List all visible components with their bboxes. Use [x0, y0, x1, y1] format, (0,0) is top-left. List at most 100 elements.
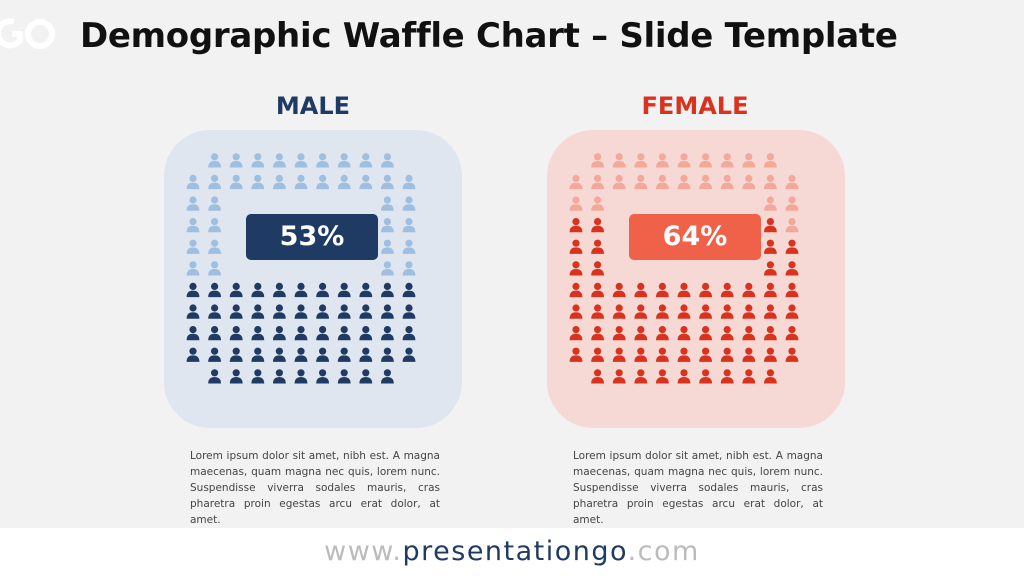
person-icon — [229, 326, 243, 341]
person-icon — [381, 347, 394, 362]
person-icon — [699, 304, 712, 319]
person-icon — [273, 174, 286, 190]
person-icon — [337, 326, 351, 341]
page-title: Demographic Waffle Chart – Slide Templat… — [80, 16, 898, 56]
person-icon — [251, 326, 265, 341]
person-icon — [208, 282, 221, 298]
person-icon — [764, 196, 777, 211]
person-icon — [381, 326, 394, 341]
male-panel-title: MALE — [275, 92, 351, 120]
person-icon — [402, 261, 416, 276]
person-icon — [612, 304, 626, 319]
person-icon — [591, 153, 604, 168]
person-icon — [402, 304, 416, 319]
person-icon — [612, 326, 626, 341]
person-icon — [634, 153, 648, 168]
person-icon — [656, 174, 669, 190]
person-icon — [402, 239, 416, 254]
person-icon — [699, 282, 712, 298]
person-icon — [273, 347, 286, 362]
person-icon — [612, 369, 626, 384]
person-icon — [294, 153, 308, 168]
person-icon — [402, 347, 416, 362]
person-icon — [186, 326, 200, 341]
person-icon — [186, 304, 200, 319]
person-icon — [381, 174, 394, 190]
person-icon — [381, 218, 394, 233]
person-icon — [273, 153, 286, 168]
person-icon — [764, 218, 777, 233]
person-icon — [785, 196, 799, 211]
person-icon — [634, 304, 648, 319]
footer-url-prefix: www. — [324, 536, 403, 567]
person-icon — [785, 282, 799, 298]
person-icon — [764, 261, 777, 276]
male-percentage-badge: 53% — [246, 214, 378, 260]
person-icon — [229, 369, 243, 384]
person-icon — [634, 369, 648, 384]
person-icon — [785, 239, 799, 254]
person-icon — [316, 174, 329, 190]
person-icon — [612, 347, 626, 362]
person-icon — [229, 153, 243, 168]
person-icon — [273, 282, 286, 298]
person-icon — [337, 369, 351, 384]
person-icon — [591, 196, 604, 211]
person-icon — [402, 282, 416, 298]
person-icon — [294, 282, 308, 298]
person-icon — [359, 174, 373, 190]
person-icon — [634, 282, 648, 298]
person-icon — [677, 174, 691, 190]
person-icon — [251, 153, 265, 168]
person-icon — [591, 304, 604, 319]
footer-url[interactable]: www.presentationgo.com — [0, 528, 1024, 576]
female-percentage-badge: 64% — [629, 214, 761, 260]
person-icon — [699, 347, 712, 362]
person-icon — [208, 347, 221, 362]
person-icon — [569, 174, 583, 190]
person-icon — [316, 282, 329, 298]
person-icon — [785, 261, 799, 276]
person-icon — [720, 282, 734, 298]
person-icon — [381, 239, 394, 254]
person-icon — [208, 153, 221, 168]
person-icon — [359, 326, 373, 341]
person-icon — [612, 174, 626, 190]
person-icon — [294, 304, 308, 319]
person-icon — [186, 347, 200, 362]
person-icon — [569, 282, 583, 298]
person-icon — [612, 153, 626, 168]
person-icon — [764, 153, 777, 168]
person-icon — [764, 282, 777, 298]
person-icon — [656, 282, 669, 298]
person-icon — [251, 369, 265, 384]
person-icon — [699, 369, 712, 384]
person-icon — [720, 369, 734, 384]
person-icon — [381, 304, 394, 319]
person-icon — [591, 282, 604, 298]
person-icon — [208, 174, 221, 190]
female-description: Lorem ipsum dolor sit amet, nibh est. A … — [573, 450, 823, 526]
male-waffle-grid — [186, 153, 416, 384]
female-waffle-panel: 64% — [547, 130, 845, 428]
person-icon — [359, 282, 373, 298]
person-icon — [316, 369, 329, 384]
person-icon — [677, 304, 691, 319]
person-icon — [634, 174, 648, 190]
person-icon — [569, 239, 583, 254]
person-icon — [742, 174, 756, 190]
male-description: Lorem ipsum dolor sit amet, nibh est. A … — [190, 450, 440, 526]
person-icon — [381, 153, 394, 168]
person-icon — [229, 174, 243, 190]
person-icon — [677, 369, 691, 384]
person-icon — [186, 196, 200, 211]
person-icon — [208, 196, 221, 211]
person-icon — [359, 304, 373, 319]
person-icon — [208, 369, 221, 384]
person-icon — [742, 369, 756, 384]
person-icon — [591, 218, 604, 233]
person-icon — [569, 304, 583, 319]
person-icon — [186, 282, 200, 298]
person-icon — [381, 196, 394, 211]
person-icon — [337, 174, 351, 190]
